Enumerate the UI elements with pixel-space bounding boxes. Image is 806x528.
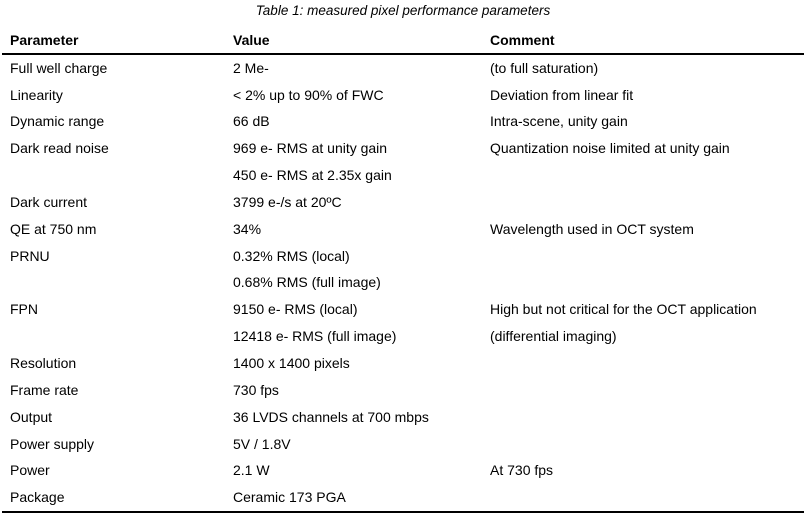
cell-parameter: Dynamic range	[10, 114, 105, 130]
table-header-row: Parameter Value Comment	[0, 28, 806, 53]
table-row: Linearity < 2% up to 90% of FWC Deviation …	[0, 82, 806, 109]
table-body: Full well charge 2 Me- (to full saturation…	[0, 55, 806, 511]
bottom-rule	[2, 511, 804, 514]
cell-value: 5V / 1.8V	[233, 436, 291, 452]
table-row: Frame rate 730 fps	[0, 377, 806, 404]
cell-value: 34%	[233, 221, 262, 237]
cell-value: 3799 e-/s at 20ºC	[233, 194, 342, 210]
cell-comment: Intra-scene, unity gain	[490, 114, 628, 130]
cell-value: 9150 e- RMS (local)	[233, 302, 358, 318]
cell-parameter: PRNU	[10, 248, 50, 264]
table-row: Output 36 LVDS channels at 700 mbps	[0, 404, 806, 431]
table-row: Power supply 5V / 1.8V	[0, 431, 806, 458]
table-row: Dark current 3799 e-/s at 20ºC	[0, 189, 806, 216]
column-header-comment: Comment	[490, 32, 555, 48]
cell-parameter: Resolution	[10, 356, 77, 371]
cell-value: 2.1 W	[233, 463, 270, 479]
table-row: Full well charge 2 Me- (to full saturation…	[0, 55, 806, 82]
cell-value: Ceramic 173 PGA	[233, 490, 346, 506]
cell-value: 450 e- RMS at 2.35x gain	[233, 168, 392, 184]
table-row: Power 2.1 W At 730 fps	[0, 458, 806, 485]
cell-parameter: Frame rate	[10, 382, 79, 398]
cell-parameter: Output	[10, 409, 53, 425]
column-header-value: Value	[233, 32, 270, 48]
table-row: Package Ceramic 173 PGA	[0, 485, 806, 512]
cell-value: 0.68% RMS (full image)	[233, 275, 381, 291]
table-row: QE at 750 nm 34% Wavelength used in OCT sy…	[0, 216, 806, 243]
table-row: Resolution 1400 x 1400 pixels	[0, 350, 806, 377]
header-rule	[2, 53, 804, 55]
cell-parameter: QE at 750 nm	[10, 221, 97, 237]
cell-comment: Wavelength used in OCT system	[490, 221, 694, 237]
cell-comment: Quantization noise limited at unity gain	[490, 141, 730, 157]
cell-value: 2 Me-	[233, 60, 269, 76]
cell-value: 66 dB	[233, 114, 270, 130]
cell-parameter: Power	[10, 463, 50, 479]
table-row: Dark read noise 969 e- RMS at unity gain Q…	[0, 136, 806, 163]
cell-parameter: FPN	[10, 302, 38, 318]
table-row: 12418 e- RMS (full image) (differential i…	[0, 323, 806, 350]
cell-comment: Deviation from linear fit	[490, 87, 634, 103]
column-header-parameter: Parameter	[10, 32, 79, 48]
cell-value: 1400 x 1400 pixels	[233, 356, 350, 371]
cell-value: 36 LVDS channels at 700 mbps	[233, 409, 429, 425]
cell-value: < 2% up to 90% of FWC	[233, 87, 384, 103]
cell-comment: (differential imaging)	[490, 329, 617, 345]
cell-parameter: Dark read noise	[10, 141, 109, 157]
table-row: FPN 9150 e- RMS (local) High but not criti…	[0, 297, 806, 324]
cell-parameter: Linearity	[10, 87, 63, 103]
cell-comment: At 730 fps	[490, 463, 554, 479]
cell-parameter: Dark current	[10, 194, 88, 210]
cell-value: 969 e- RMS at unity gain	[233, 141, 388, 157]
cell-value: 730 fps	[233, 382, 279, 398]
cell-comment: (to full saturation)	[490, 60, 599, 76]
cell-parameter: Power supply	[10, 436, 95, 452]
cell-parameter: Package	[10, 490, 65, 506]
table-row: PRNU 0.32% RMS (local)	[0, 243, 806, 270]
table-row: 450 e- RMS at 2.35x gain	[0, 162, 806, 189]
cell-value: 12418 e- RMS (full image)	[233, 329, 397, 345]
cell-comment: High but not critical for the OCT applic…	[490, 302, 757, 318]
cell-value: 0.32% RMS (local)	[233, 248, 350, 264]
table-row: 0.68% RMS (full image)	[0, 270, 806, 297]
cell-parameter: Full well charge	[10, 60, 108, 76]
table-row: Dynamic range 66 dB Intra-scene, unity gai…	[0, 109, 806, 136]
table-caption: Table 1: measured pixel performance para…	[255, 3, 551, 18]
